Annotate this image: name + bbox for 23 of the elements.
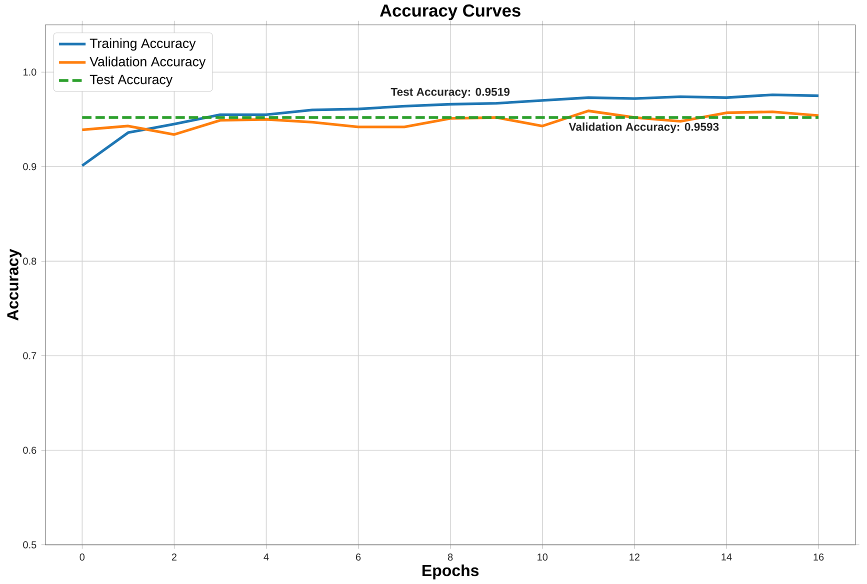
annotation: Validation Accuracy: 0.9593 [568, 122, 719, 134]
y-tick-label: 0.8 [23, 258, 36, 265]
chart-title: Accuracy Curves [380, 4, 520, 20]
x-tick-label: 2 [172, 554, 176, 561]
y-tick-label: 0.6 [23, 446, 36, 454]
y-tick-label: 1.0 [23, 68, 36, 76]
y-tick-label: 0.5 [23, 541, 36, 548]
y-tick-label: 0.9 [23, 163, 36, 170]
annotation: Test Accuracy: 0.9519 [390, 88, 510, 98]
legend-label: Test Accuracy [90, 74, 173, 87]
x-tick-label: 14 [722, 554, 732, 561]
legend-label: Validation Accuracy [90, 56, 206, 70]
x-tick-label: 16 [814, 554, 824, 561]
x-tick-label: 4 [264, 554, 269, 561]
x-tick-label: 10 [538, 554, 548, 561]
x-axis-title: Epochs [422, 564, 479, 580]
x-tick-label: 12 [630, 554, 640, 561]
x-tick-label: 8 [448, 554, 453, 561]
y-axis-title: Accuracy [7, 249, 22, 321]
x-tick-label: 0 [80, 554, 85, 561]
x-tick-label: 6 [356, 554, 361, 561]
legend-label: Training Accuracy [90, 38, 196, 51]
y-tick-label: 0.7 [23, 352, 36, 360]
